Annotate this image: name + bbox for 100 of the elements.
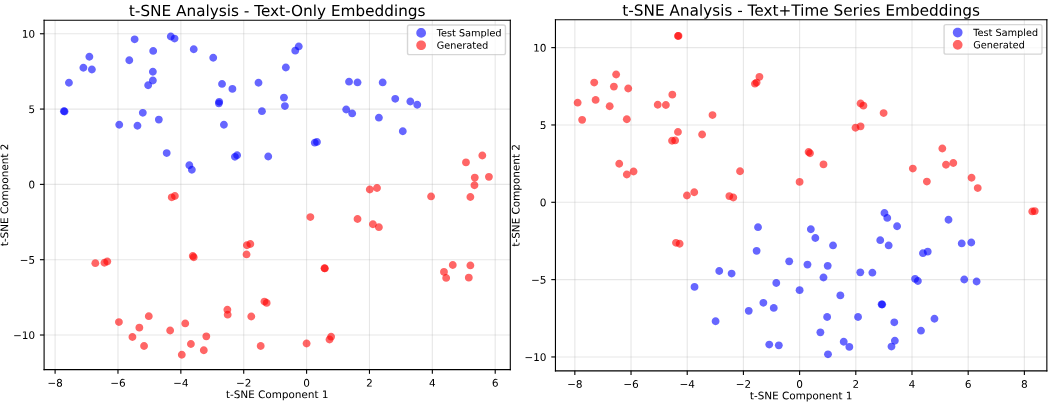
point bbox=[246, 240, 255, 248]
point bbox=[398, 127, 407, 136]
point bbox=[765, 340, 774, 349]
point bbox=[690, 282, 699, 291]
point bbox=[944, 215, 953, 224]
point bbox=[690, 188, 699, 197]
point bbox=[729, 193, 738, 202]
point bbox=[803, 260, 812, 269]
x-tick-label: 2 bbox=[853, 380, 859, 388]
point bbox=[653, 100, 662, 109]
point bbox=[973, 184, 982, 192]
point bbox=[949, 159, 958, 167]
point bbox=[884, 241, 893, 250]
point bbox=[128, 333, 137, 341]
y-tick-label: 5 bbox=[29, 105, 35, 114]
point bbox=[306, 213, 315, 221]
point bbox=[144, 312, 153, 321]
y-tick-label: 0 bbox=[29, 180, 35, 189]
point bbox=[181, 319, 190, 328]
point bbox=[148, 76, 157, 85]
point bbox=[854, 313, 862, 321]
point bbox=[373, 184, 381, 192]
point bbox=[675, 239, 684, 248]
point bbox=[883, 213, 892, 222]
point bbox=[806, 225, 815, 234]
legend-label: Generated bbox=[437, 41, 488, 49]
chart-title: t-SNE Analysis - Text-Only Embeddings bbox=[129, 4, 425, 20]
point bbox=[917, 326, 925, 335]
point bbox=[369, 220, 377, 229]
point bbox=[942, 160, 950, 169]
point bbox=[374, 223, 383, 232]
point bbox=[893, 222, 902, 231]
point bbox=[972, 277, 981, 286]
point bbox=[378, 78, 387, 87]
point bbox=[774, 341, 783, 350]
point bbox=[177, 350, 186, 359]
point bbox=[876, 236, 885, 245]
point bbox=[223, 310, 232, 319]
y-tick-label: 0 bbox=[540, 198, 546, 207]
x-tick-label: −6 bbox=[624, 380, 639, 388]
point bbox=[612, 70, 621, 79]
point bbox=[609, 82, 618, 91]
point bbox=[856, 122, 865, 131]
point bbox=[769, 304, 778, 312]
y-tick-label: 5 bbox=[540, 121, 546, 130]
point bbox=[353, 78, 362, 87]
point bbox=[135, 323, 144, 332]
point bbox=[759, 298, 768, 307]
point bbox=[960, 275, 969, 284]
x-tick-label: 0 bbox=[796, 380, 803, 388]
point bbox=[744, 306, 753, 315]
point bbox=[114, 318, 123, 326]
point bbox=[591, 95, 600, 104]
x-tick-label: −2 bbox=[237, 378, 251, 387]
point bbox=[199, 346, 208, 355]
point bbox=[406, 97, 415, 106]
legend-label: Test Sampled bbox=[436, 28, 501, 39]
point bbox=[242, 250, 251, 259]
point bbox=[819, 160, 828, 169]
point bbox=[573, 98, 582, 107]
point bbox=[154, 115, 163, 124]
point bbox=[374, 113, 383, 122]
point bbox=[186, 340, 195, 348]
x-tick-label: −2 bbox=[736, 380, 751, 388]
point bbox=[427, 192, 436, 201]
point bbox=[470, 173, 479, 182]
point bbox=[967, 173, 976, 182]
x-tick-label: 2 bbox=[366, 378, 372, 387]
point bbox=[218, 79, 226, 88]
point bbox=[890, 318, 899, 327]
point bbox=[698, 130, 707, 139]
point bbox=[957, 239, 966, 248]
point bbox=[391, 94, 400, 103]
point bbox=[629, 167, 638, 176]
x-tick-label: 6 bbox=[965, 380, 971, 388]
point bbox=[622, 115, 631, 124]
point bbox=[823, 313, 832, 321]
point bbox=[590, 78, 599, 87]
x-tick-label: 4 bbox=[909, 380, 915, 388]
x-tick-label: −4 bbox=[174, 379, 188, 387]
y-tick-label: 10 bbox=[22, 29, 35, 38]
point bbox=[413, 100, 422, 109]
point bbox=[856, 268, 865, 277]
point bbox=[348, 109, 357, 118]
point bbox=[280, 102, 289, 110]
point bbox=[785, 257, 794, 266]
point bbox=[466, 261, 475, 270]
point bbox=[115, 120, 124, 129]
y-tick-label: −5 bbox=[532, 275, 546, 284]
y-axis-title: t-SNE Component 2 bbox=[0, 144, 11, 246]
x-tick-label: 0 bbox=[303, 378, 310, 387]
point bbox=[65, 78, 73, 87]
legend-label: Test Sampled bbox=[973, 28, 1038, 38]
point bbox=[829, 241, 837, 250]
point bbox=[752, 246, 761, 255]
point bbox=[466, 193, 475, 201]
point bbox=[715, 267, 724, 275]
point bbox=[622, 170, 631, 179]
point bbox=[228, 84, 237, 93]
point bbox=[795, 286, 804, 295]
